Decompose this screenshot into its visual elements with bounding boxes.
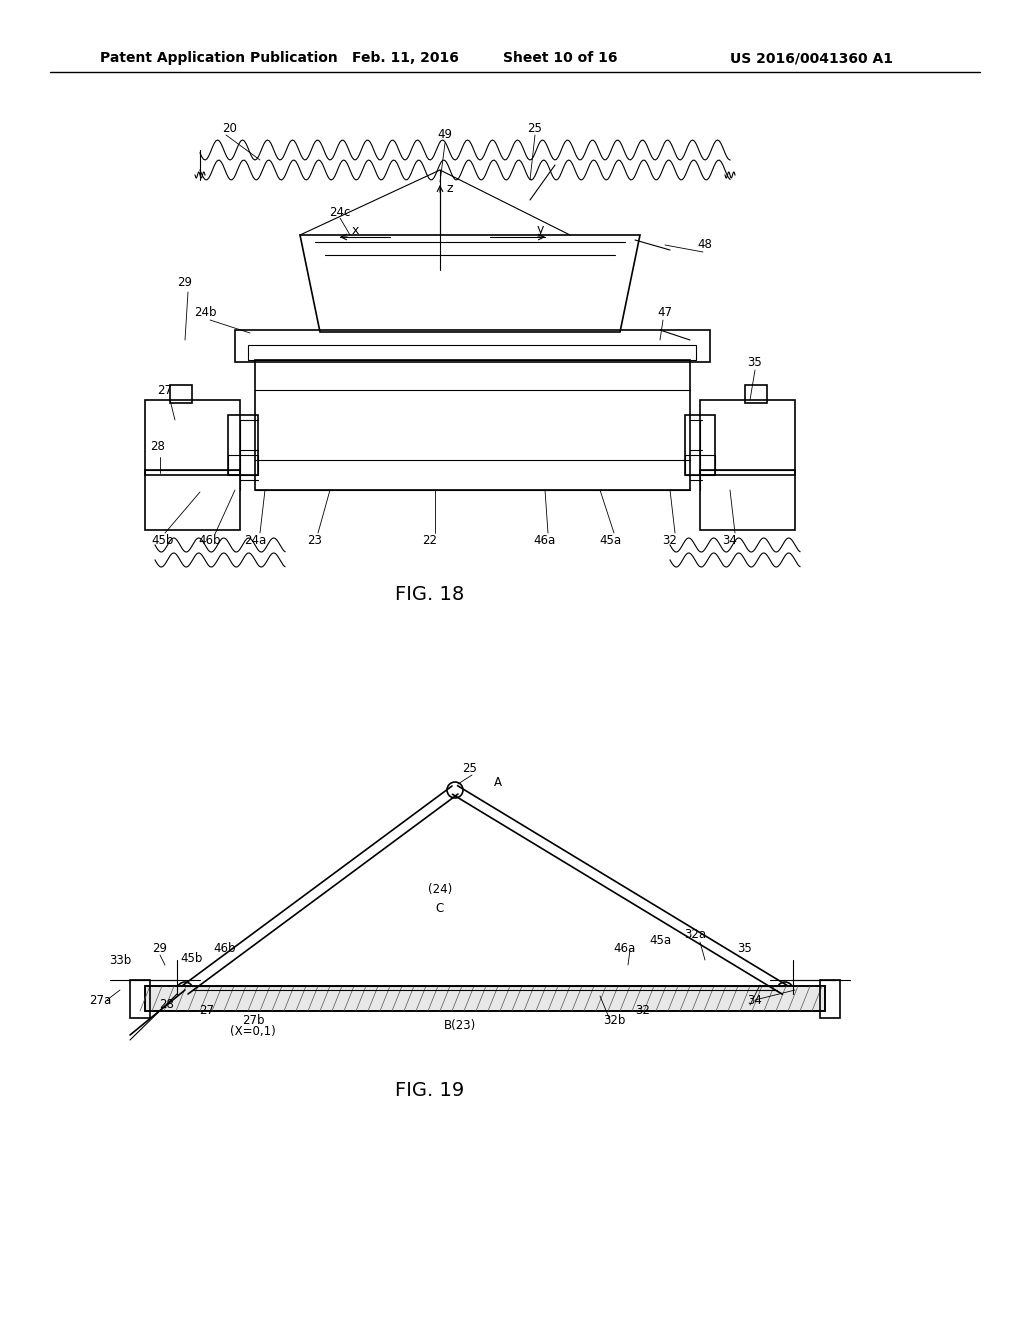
Text: 48: 48 [697, 239, 713, 252]
Bar [745, 385, 767, 403]
Bar [255, 360, 690, 490]
Bar [700, 470, 795, 531]
Text: 28: 28 [160, 998, 174, 1011]
Text: 49: 49 [437, 128, 453, 141]
Text: 27b: 27b [242, 1014, 264, 1027]
Text: 23: 23 [307, 533, 323, 546]
Text: FIG. 19: FIG. 19 [395, 1081, 465, 1100]
Text: 29: 29 [177, 276, 193, 289]
Text: x: x [351, 223, 358, 236]
Text: (24): (24) [428, 883, 453, 896]
Bar [685, 455, 715, 475]
Text: 46a: 46a [534, 533, 556, 546]
Text: 35: 35 [748, 355, 763, 368]
Text: 32a: 32a [684, 928, 707, 941]
Text: 45a: 45a [599, 533, 622, 546]
Text: (X=0,1): (X=0,1) [230, 1026, 275, 1039]
Text: 24c: 24c [330, 206, 350, 219]
Text: 34: 34 [723, 533, 737, 546]
Bar [145, 986, 825, 1011]
Text: 45b: 45b [181, 952, 203, 965]
Bar [248, 345, 696, 360]
Bar [145, 986, 825, 1011]
Bar [234, 330, 710, 362]
Text: 32: 32 [636, 1003, 650, 1016]
Text: 46b: 46b [199, 533, 221, 546]
Text: 27: 27 [200, 1003, 214, 1016]
Text: Feb. 11, 2016: Feb. 11, 2016 [351, 51, 459, 65]
Text: B(23): B(23) [443, 1019, 476, 1031]
Text: US 2016/0041360 A1: US 2016/0041360 A1 [730, 51, 893, 65]
Text: 32b: 32b [603, 1014, 626, 1027]
Text: 27a: 27a [89, 994, 112, 1006]
Bar [700, 400, 795, 475]
Text: 46b: 46b [214, 941, 237, 954]
Bar [130, 979, 150, 1018]
Bar [145, 400, 240, 475]
Text: 35: 35 [737, 941, 753, 954]
Text: 20: 20 [222, 121, 238, 135]
Text: Patent Application Publication: Patent Application Publication [100, 51, 338, 65]
Bar [228, 455, 258, 475]
Text: 29: 29 [153, 941, 168, 954]
Text: z: z [446, 181, 454, 194]
Bar [228, 414, 258, 475]
Text: 33b: 33b [109, 953, 131, 966]
Text: 32: 32 [663, 533, 678, 546]
Text: 45b: 45b [152, 533, 174, 546]
Text: 34: 34 [748, 994, 763, 1006]
Bar [685, 414, 715, 475]
Text: 25: 25 [463, 762, 477, 775]
Text: 22: 22 [423, 533, 437, 546]
Text: 47: 47 [657, 306, 673, 319]
Text: A: A [494, 776, 502, 788]
Text: 27: 27 [158, 384, 172, 396]
Text: FIG. 18: FIG. 18 [395, 586, 465, 605]
Text: Sheet 10 of 16: Sheet 10 of 16 [503, 51, 617, 65]
Text: 45a: 45a [649, 933, 671, 946]
Text: 24b: 24b [194, 306, 216, 319]
Text: 25: 25 [527, 121, 543, 135]
Text: C: C [436, 902, 444, 915]
Bar [145, 470, 240, 531]
Bar [820, 979, 840, 1018]
Bar [170, 385, 193, 403]
Text: 28: 28 [151, 441, 166, 454]
Text: 46a: 46a [613, 941, 635, 954]
Text: y: y [537, 223, 544, 236]
Text: 24a: 24a [244, 533, 266, 546]
